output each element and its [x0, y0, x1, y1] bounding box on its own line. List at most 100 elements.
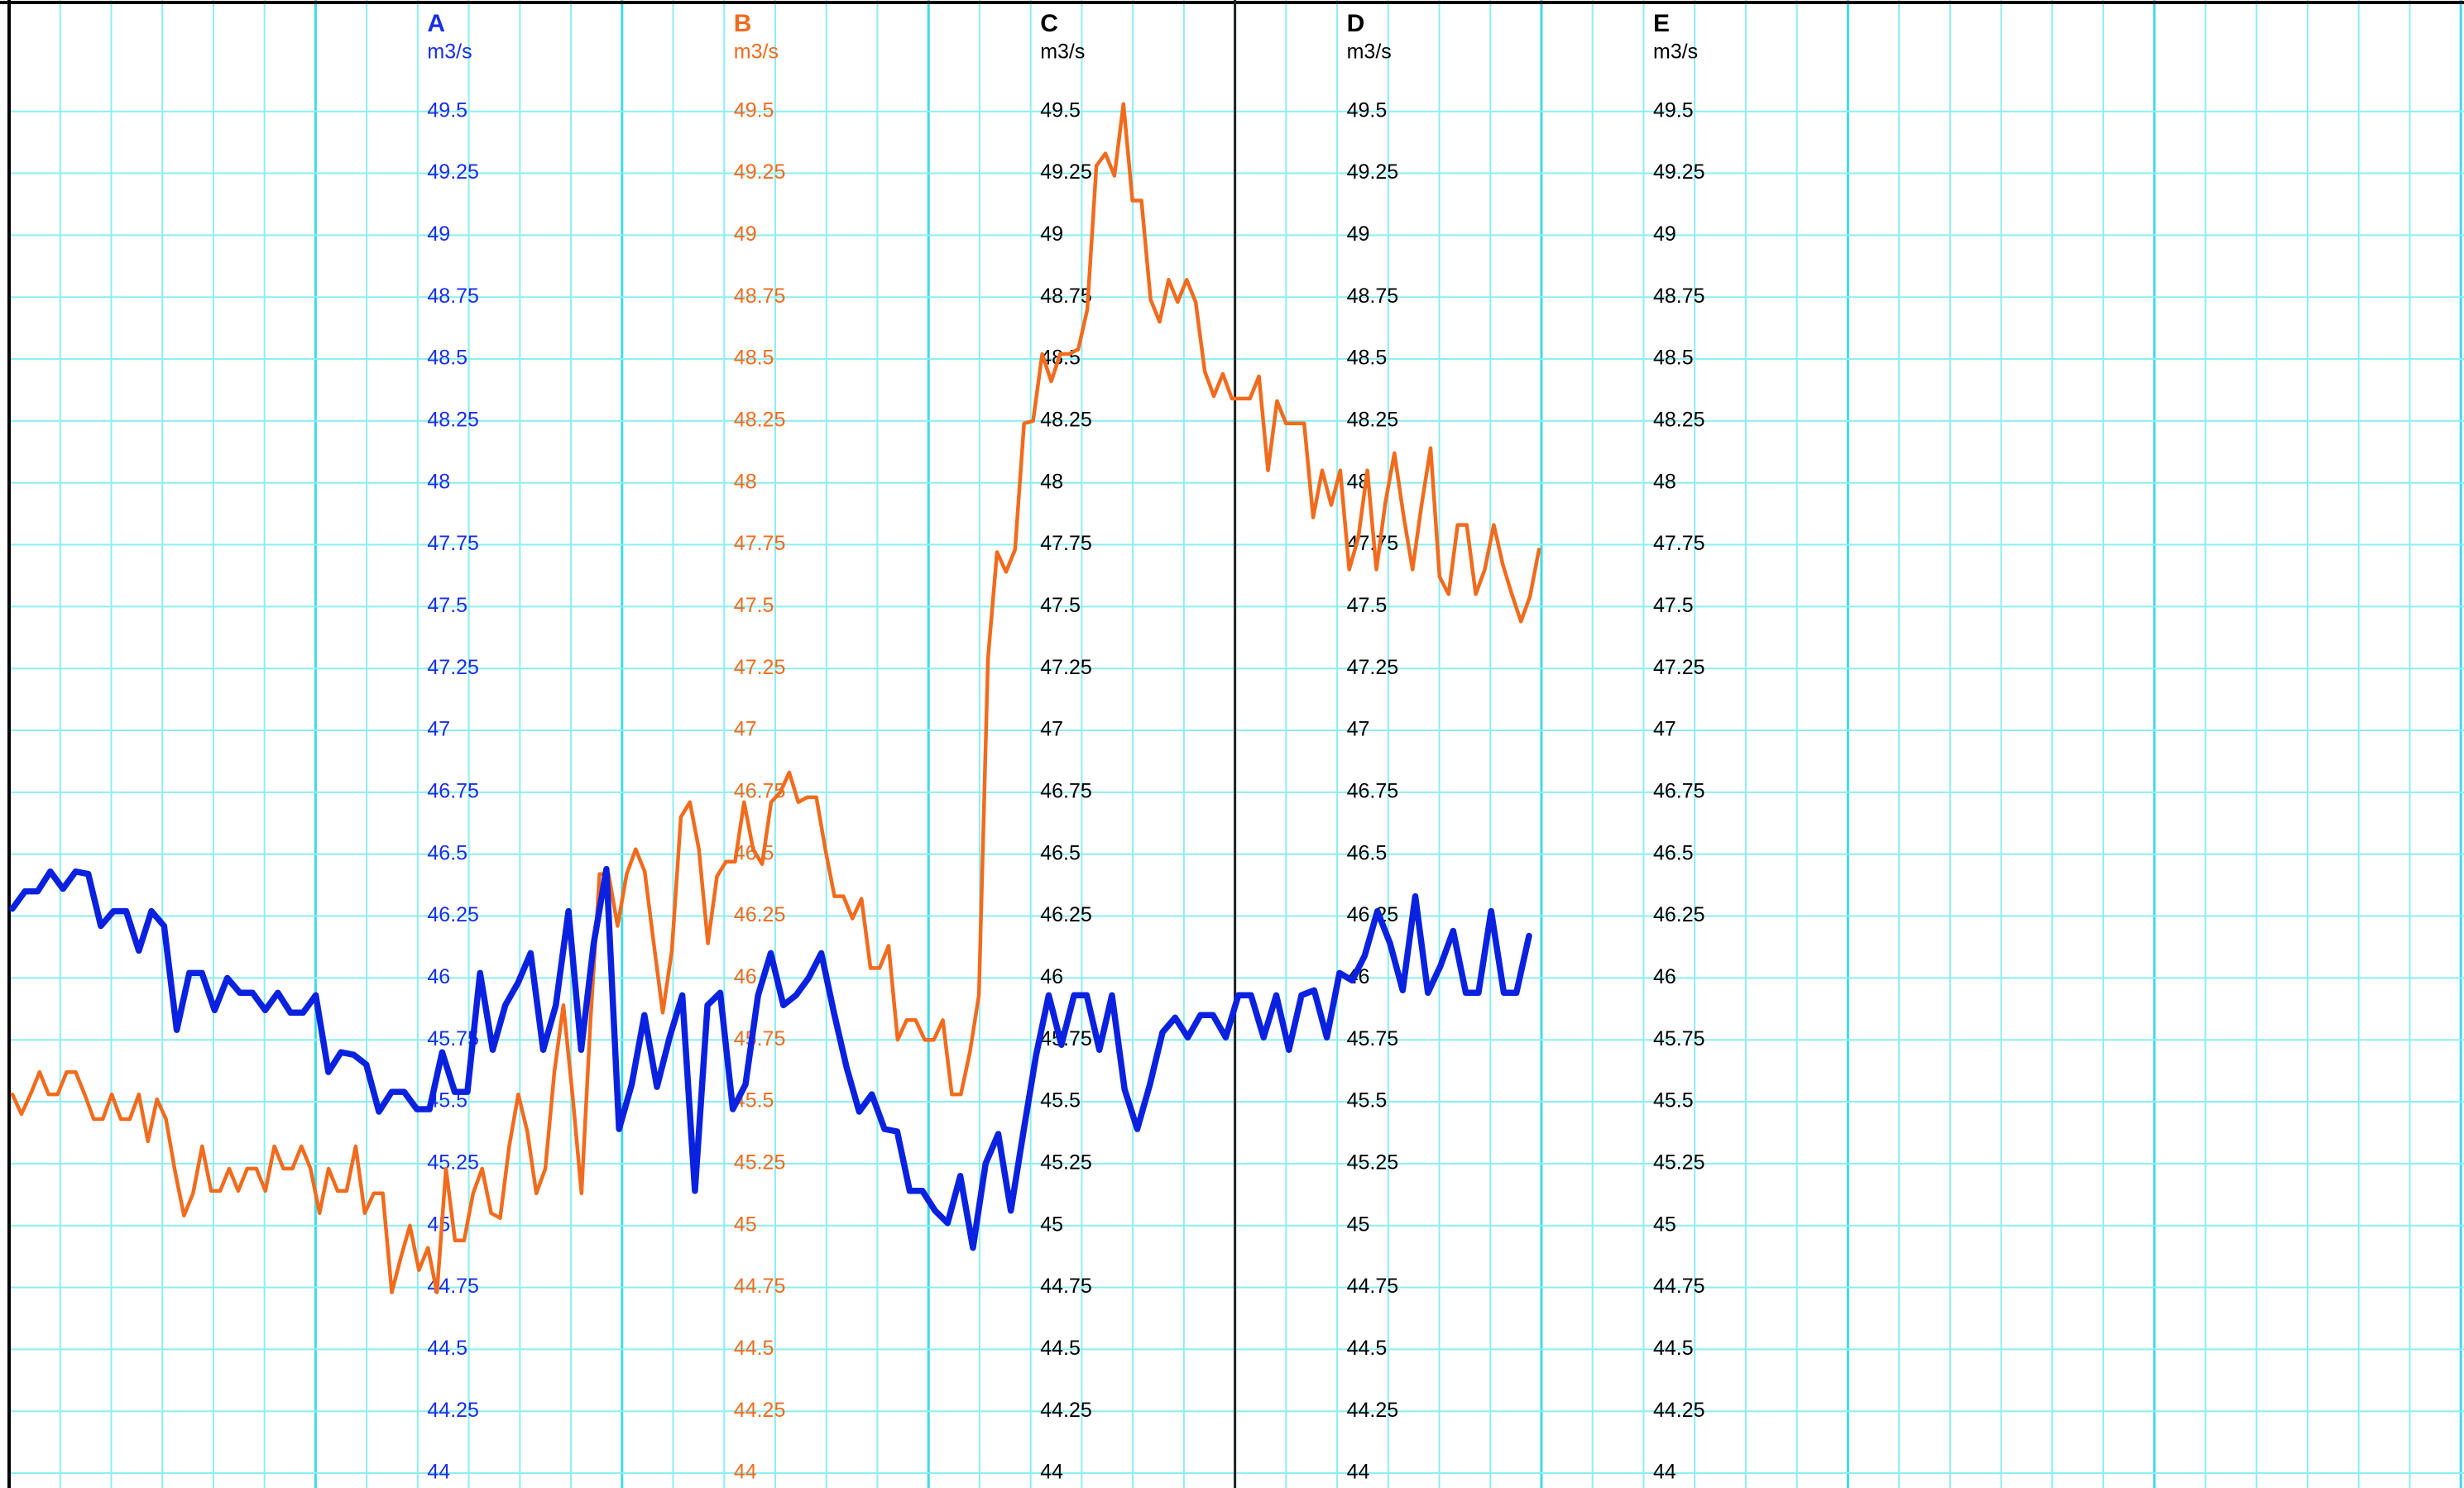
y-tick-label: 45	[1040, 1213, 1063, 1236]
y-tick-label: 44	[427, 1461, 450, 1484]
y-tick-label: 46.5	[1653, 841, 1694, 864]
y-tick-label: 47.25	[427, 656, 479, 679]
y-tick-label: 44	[1653, 1461, 1676, 1484]
axis-name: B	[734, 10, 752, 37]
y-tick-label: 49	[1347, 222, 1370, 246]
y-tick-label: 44	[734, 1461, 757, 1484]
y-tick-label: 45.25	[1347, 1151, 1399, 1174]
y-tick-label: 48.75	[427, 285, 479, 308]
y-tick-label: 45.25	[1040, 1151, 1092, 1174]
y-tick-label: 48.75	[734, 285, 786, 308]
y-tick-label: 48	[1653, 470, 1676, 493]
y-tick-label: 45	[1347, 1213, 1370, 1236]
y-tick-label: 49.5	[1653, 98, 1694, 122]
y-tick-label: 45.75	[734, 1027, 786, 1050]
y-tick-label: 49	[734, 222, 757, 246]
y-tick-label: 44.25	[1040, 1399, 1092, 1422]
y-tick-label: 45.5	[1040, 1089, 1081, 1112]
y-tick-label: 49	[1653, 222, 1676, 246]
y-tick-label: 46.25	[427, 903, 479, 926]
y-tick-label: 44.5	[427, 1337, 467, 1360]
y-tick-label: 44.25	[427, 1399, 479, 1422]
y-tick-label: 45.25	[1653, 1151, 1705, 1174]
y-tick-label: 44.75	[734, 1275, 786, 1298]
y-tick-label: 49.25	[1653, 160, 1705, 184]
y-tick-label: 47.25	[1347, 656, 1399, 679]
y-tick-label: 48.75	[1653, 285, 1705, 308]
y-tick-label: 49.25	[427, 160, 479, 184]
series-line	[10, 102, 1541, 1294]
y-tick-label: 46.75	[734, 779, 786, 802]
y-tick-label: 47.75	[1040, 532, 1092, 555]
y-tick-label: 44.75	[1653, 1275, 1705, 1298]
y-tick-label: 45	[1653, 1213, 1676, 1236]
y-tick-label: 49	[427, 222, 450, 246]
y-tick-label: 48.5	[1653, 347, 1694, 370]
y-tick-label: 46	[427, 965, 450, 988]
y-tick-label: 49.5	[427, 98, 467, 122]
y-tick-label: 49.25	[1040, 160, 1092, 184]
y-tick-label: 44.5	[1347, 1337, 1388, 1360]
y-tick-label: 46.75	[1653, 779, 1705, 802]
y-tick-label: 48.75	[1040, 285, 1092, 308]
y-tick-label: 47.5	[1653, 594, 1694, 617]
y-tick-label: 48	[1040, 470, 1063, 493]
y-tick-label: 45.5	[1347, 1089, 1388, 1112]
y-tick-label: 46.75	[1040, 779, 1092, 802]
y-tick-label: 49	[1040, 222, 1063, 246]
y-tick-label: 49.5	[1347, 98, 1388, 122]
y-tick-label: 48	[734, 470, 757, 493]
y-tick-label: 46.75	[1347, 779, 1399, 802]
y-tick-label: 47	[1653, 718, 1676, 741]
axis-name: E	[1653, 10, 1670, 37]
y-tick-label: 44.75	[1347, 1275, 1399, 1298]
y-tick-label: 47.75	[1653, 532, 1705, 555]
y-tick-label: 45.25	[427, 1151, 479, 1174]
axis-name: A	[427, 10, 445, 37]
y-tick-label: 46	[1040, 965, 1063, 988]
y-tick-label: 45	[427, 1213, 450, 1236]
y-tick-label: 47	[1347, 718, 1370, 741]
y-tick-label: 46	[734, 965, 757, 988]
axis-name: D	[1347, 10, 1365, 37]
y-tick-label: 46.25	[1040, 903, 1092, 926]
axis-unit: m3/s	[1653, 41, 1698, 64]
y-tick-label: 48.25	[427, 408, 479, 431]
y-tick-label: 49.25	[734, 160, 786, 184]
y-tick-label: 44.75	[1040, 1275, 1092, 1298]
y-tick-label: 44.25	[734, 1399, 786, 1422]
y-tick-label: 46.25	[1653, 903, 1705, 926]
y-tick-label: 49.25	[1347, 160, 1399, 184]
axis-unit: m3/s	[427, 41, 472, 64]
y-tick-label: 44.25	[1653, 1399, 1705, 1422]
y-tick-label: 46	[1653, 965, 1676, 988]
y-tick-label: 45.75	[1347, 1027, 1399, 1050]
series-line	[9, 865, 1532, 1251]
y-tick-label: 49.5	[1040, 98, 1081, 122]
y-tick-label: 47	[1040, 718, 1063, 741]
y-tick-label: 44.5	[734, 1337, 774, 1360]
y-tick-label: 48.5	[1347, 347, 1388, 370]
y-tick-label: 46.75	[427, 779, 479, 802]
y-tick-label: 45	[734, 1213, 757, 1236]
y-tick-label: 45.25	[734, 1151, 786, 1174]
axis-unit: m3/s	[734, 41, 779, 64]
y-tick-label: 48.25	[734, 408, 786, 431]
y-tick-label: 44.5	[1653, 1337, 1694, 1360]
y-tick-label: 46.5	[1040, 841, 1081, 864]
y-tick-label: 44	[1347, 1461, 1370, 1484]
axis-unit: m3/s	[1040, 41, 1085, 64]
y-tick-label: 46.25	[734, 903, 786, 926]
y-tick-label: 45.75	[1653, 1027, 1705, 1050]
y-tick-label: 47	[427, 718, 450, 741]
y-tick-label: 47.5	[1347, 594, 1388, 617]
y-tick-label: 49.5	[734, 98, 774, 122]
y-tick-label: 48.5	[734, 347, 774, 370]
y-tick-label: 48.25	[1653, 408, 1705, 431]
y-tick-label: 48.75	[1347, 285, 1399, 308]
y-tick-label: 44.5	[1040, 1337, 1081, 1360]
y-tick-label: 48.25	[1347, 408, 1399, 431]
y-tick-label: 47.75	[734, 532, 786, 555]
y-tick-label: 45.5	[1653, 1089, 1694, 1112]
y-tick-label: 47	[734, 718, 757, 741]
